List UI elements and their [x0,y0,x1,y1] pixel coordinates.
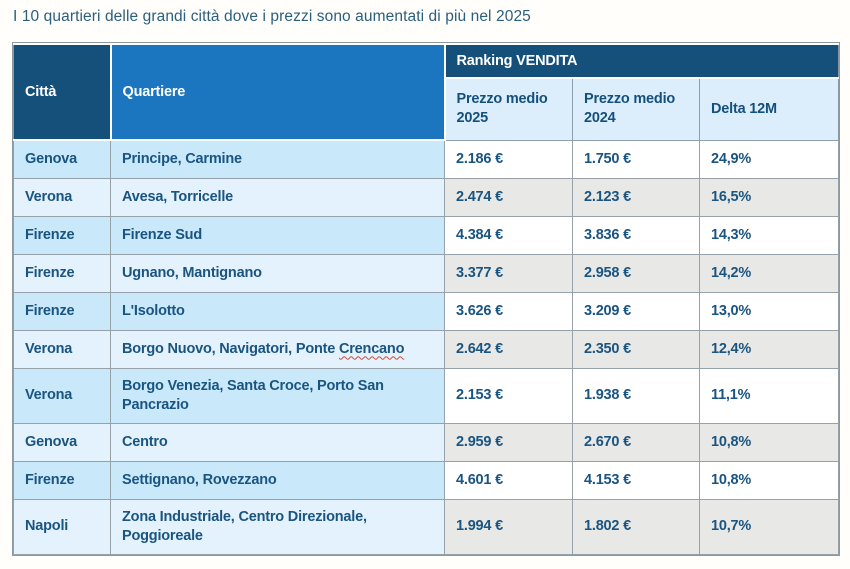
quartiere-text: Borgo Nuovo, Navigatori, Ponte [122,340,339,357]
delta-12m-cell: 13,0% [698,291,840,331]
prezzo-2025-cell: 2.153 € [444,367,573,424]
prezzo-2024-cell: 2.958 € [572,253,700,293]
quartiere-text: L'Isolotto [122,302,185,319]
prezzo-2025-cell: 3.377 € [444,253,573,293]
page-title: I 10 quartieri delle grandi città dove i… [13,8,531,25]
header-row-sub: Prezzo medio 2025 Prezzo medio 2024 Delt… [14,77,840,141]
quartiere-cell: L'Isolotto [110,291,445,331]
table-row: Genova Centro 2.959 € 2.670 € 10,8% [13,422,840,462]
city-cell: Genova [13,422,111,462]
prezzo-2024-cell: 4.153 € [572,460,700,500]
quartiere-text: Centro [122,433,168,450]
quartiere-cell: Zona Industriale, Centro Direzionale, Po… [110,498,445,555]
prezzo-2025-cell: 2.959 € [444,422,573,462]
delta-12m-cell: 10,8% [698,422,840,462]
delta-12m-cell: 24,9% [698,139,840,179]
header-delta-12m: Delta 12M [698,77,840,141]
prezzo-2025-cell: 4.384 € [444,215,573,255]
prezzo-2024-cell: 3.209 € [572,291,700,331]
delta-12m-cell: 14,3% [698,215,840,255]
table-body: Genova Principe, Carmine 2.186 € 1.750 €… [13,139,840,555]
city-cell: Firenze [13,460,111,500]
quartiere-cell: Settignano, Rovezzano [110,460,445,500]
prezzo-2024-cell: 1.938 € [572,367,700,424]
header-prezzo-medio-2025: Prezzo medio 2025 [444,77,573,141]
header-ranking-vendita: Ranking VENDITA [443,43,840,79]
quartiere-cell: Borgo Venezia, Santa Croce, Porto San Pa… [110,367,445,424]
delta-12m-cell: 11,1% [698,367,840,424]
quartiere-text: Settignano, Rovezzano [122,471,277,488]
quartiere-cell: Borgo Nuovo, Navigatori, Ponte Crencano [110,329,445,369]
quartiere-cell: Centro [110,422,445,462]
prezzo-2025-cell: 2.642 € [444,329,573,369]
city-cell: Verona [13,367,111,424]
table-row: Verona Borgo Nuovo, Navigatori, Ponte Cr… [13,329,840,369]
prezzo-2025-cell: 2.186 € [444,139,573,179]
delta-12m-cell: 16,5% [698,177,840,217]
quartiere-text: Ugnano, Mantignano [122,264,262,281]
city-cell: Genova [13,139,111,179]
delta-12m-cell: 10,8% [698,460,840,500]
table-row: Verona Borgo Venezia, Santa Croce, Porto… [13,367,840,424]
prezzo-2024-cell: 2.123 € [572,177,700,217]
table-row: Genova Principe, Carmine 2.186 € 1.750 €… [13,139,840,179]
quartiere-misspelled-text: Crencano [338,340,405,357]
quartiere-text: Firenze Sud [122,226,202,243]
city-cell: Firenze [13,291,111,331]
table-row: Napoli Zona Industriale, Centro Direzion… [13,498,840,555]
quartiere-text: Principe, Carmine [122,150,242,167]
table-row: Firenze Ugnano, Mantignano 3.377 € 2.958… [13,253,840,293]
table-header: Città Quartiere Ranking VENDITA Prezzo m… [13,43,840,141]
quartiere-cell: Principe, Carmine [110,139,445,179]
quartiere-text: Zona Industriale, Centro Direzionale, Po… [122,508,367,544]
prezzo-2024-cell: 3.836 € [572,215,700,255]
table-row: Firenze Firenze Sud 4.384 € 3.836 € 14,3… [13,215,840,255]
price-ranking-table: Città Quartiere Ranking VENDITA Prezzo m… [11,42,841,556]
delta-12m-cell: 10,7% [698,498,840,555]
prezzo-2025-cell: 1.994 € [444,498,573,555]
delta-12m-cell: 12,4% [698,329,840,369]
city-cell: Firenze [13,253,111,293]
table-row: Firenze L'Isolotto 3.626 € 3.209 € 13,0% [13,291,840,331]
quartiere-cell: Firenze Sud [110,215,445,255]
prezzo-2024-cell: 2.670 € [572,422,700,462]
city-cell: Napoli [13,498,111,555]
prezzo-2024-cell: 1.750 € [572,139,700,179]
table-row: Verona Avesa, Torricelle 2.474 € 2.123 €… [13,177,840,217]
quartiere-cell: Ugnano, Mantignano [110,253,445,293]
quartiere-text: Avesa, Torricelle [122,188,234,205]
header-row-group: Città Quartiere Ranking VENDITA [13,43,840,141]
prezzo-2025-cell: 4.601 € [444,460,573,500]
prezzo-2025-cell: 2.474 € [444,177,573,217]
prezzo-2024-cell: 2.350 € [572,329,700,369]
table-row: Firenze Settignano, Rovezzano 4.601 € 4.… [13,460,840,500]
delta-12m-cell: 14,2% [698,253,840,293]
prezzo-2024-cell: 1.802 € [572,498,700,555]
header-quartiere: Quartiere [109,43,446,141]
quartiere-cell: Avesa, Torricelle [110,177,445,217]
quartiere-text: Borgo Venezia, Santa Croce, Porto San Pa… [122,377,384,413]
header-citta: Città [13,43,112,141]
prezzo-2025-cell: 3.626 € [444,291,573,331]
city-cell: Firenze [13,215,111,255]
header-prezzo-medio-2024: Prezzo medio 2024 [572,77,700,141]
city-cell: Verona [13,329,111,369]
city-cell: Verona [13,177,111,217]
